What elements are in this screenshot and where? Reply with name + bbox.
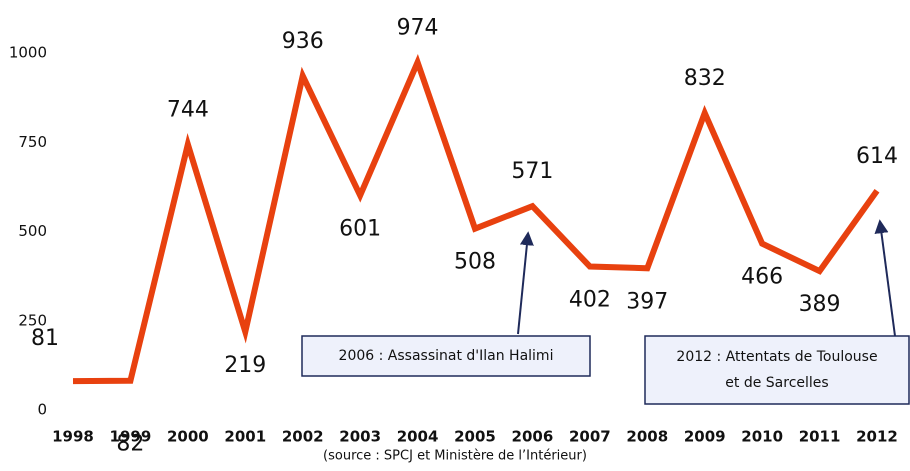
data-label: 219	[224, 353, 266, 378]
x-tick-label: 2002	[282, 428, 324, 446]
x-tick-label: 2010	[741, 428, 783, 446]
x-tick-label: 1999	[110, 428, 152, 446]
annotation-arrow	[517, 231, 534, 335]
annotation-text: et de Sarcelles	[725, 375, 828, 391]
y-tick-label: 500	[18, 222, 47, 240]
x-tick-label: 2011	[799, 428, 841, 446]
data-label: 82	[116, 432, 144, 457]
data-label: 81	[31, 326, 59, 351]
data-line	[72, 53, 880, 385]
data-label: 397	[626, 289, 668, 314]
annotation-text: 2012 : Attentats de Toulouse	[676, 349, 877, 365]
x-tick-label: 1998	[52, 428, 94, 446]
y-tick-label: 0	[37, 401, 47, 419]
y-tick-label: 750	[18, 133, 47, 151]
x-tick-label: 2000	[167, 428, 209, 446]
x-tick-label: 2012	[856, 428, 898, 446]
plot: 0 250 500 750 1000 1998 1999 2000 2001 2002 2003 20…	[9, 15, 898, 456]
data-label: 466	[741, 265, 783, 290]
y-tick-label: 250	[18, 311, 47, 329]
data-label: 832	[684, 66, 726, 91]
annotation: 2006 : Assassinat d'Ilan Halimi	[301, 335, 591, 377]
x-tick-label: 2009	[684, 428, 726, 446]
data-label: 744	[167, 97, 209, 122]
x-tick-label: 2001	[224, 428, 266, 446]
x-tick-label: 2006	[512, 428, 554, 446]
data-label: 402	[569, 287, 611, 312]
annotation-arrow	[874, 219, 896, 337]
x-tick-label: 2004	[397, 428, 439, 446]
data-label: 974	[397, 15, 439, 40]
annotation-text: 2006 : Assassinat d'Ilan Halimi	[339, 348, 554, 364]
y-tick-label: 1000	[9, 44, 47, 62]
data-label: 614	[856, 144, 898, 169]
x-tick-label: 2007	[569, 428, 611, 446]
x-tick-label: 2008	[626, 428, 668, 446]
data-label: 936	[282, 29, 324, 54]
annotation-box	[301, 335, 591, 377]
source-note: (source : SPCJ et Ministère de l’Intérie…	[323, 449, 587, 464]
data-label: 508	[454, 250, 496, 275]
data-label: 571	[511, 159, 553, 184]
annotation: 2012 : Attentats de Toulouse et de Sarce…	[644, 335, 910, 405]
data-label: 389	[799, 292, 841, 317]
data-label: 601	[339, 216, 381, 241]
x-tick-label: 2005	[454, 428, 496, 446]
x-tick-label: 2003	[339, 428, 381, 446]
annotation-box	[644, 335, 910, 405]
